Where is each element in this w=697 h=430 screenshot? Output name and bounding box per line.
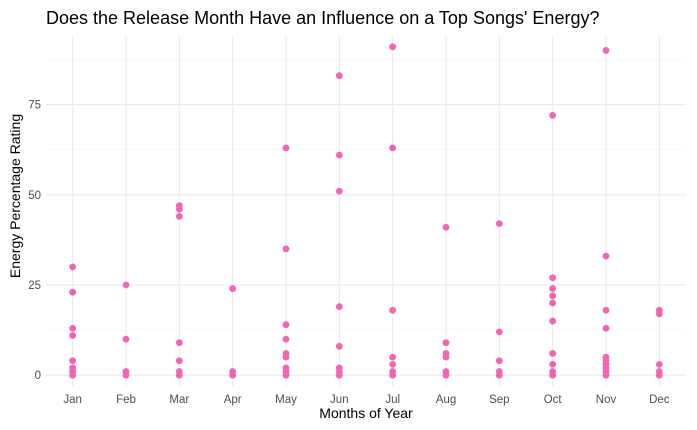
data-point [602, 47, 610, 54]
data-point [282, 245, 290, 253]
data-point [69, 288, 77, 296]
data-point [389, 144, 397, 152]
data-point [602, 324, 610, 332]
data-point [389, 306, 397, 314]
data-point [602, 252, 610, 260]
data-point [282, 321, 290, 329]
data-point [389, 43, 397, 51]
data-point [389, 360, 397, 368]
data-point [495, 357, 503, 365]
data-point [495, 328, 503, 336]
data-point [175, 357, 183, 365]
data-point [389, 353, 397, 361]
data-point [549, 292, 557, 300]
data-point [175, 205, 183, 213]
data-point [549, 371, 557, 379]
x-tick-label: May [275, 394, 297, 406]
grid [46, 36, 686, 386]
data-point [389, 371, 397, 379]
data-point [495, 220, 503, 228]
data-point [442, 353, 450, 361]
data-point [335, 371, 343, 379]
data-point [69, 263, 77, 271]
data-point [335, 187, 343, 195]
data-point [335, 342, 343, 350]
x-axis-tick-labels: Jan Feb Mar Apr May Jun Jul Aug Sep Oct Nov Dec [63, 394, 669, 406]
x-tick-label: Feb [116, 394, 136, 406]
data-point [602, 371, 610, 379]
data-point [69, 371, 77, 379]
data-point [69, 357, 77, 365]
y-axis-title: Energy Percentage Rating [7, 114, 23, 278]
x-tick-label: Mar [169, 394, 189, 406]
x-tick-label: Nov [596, 394, 617, 406]
y-tick-label: 75 [28, 100, 41, 112]
data-point [335, 303, 343, 311]
data-point [335, 151, 343, 159]
data-point [229, 371, 237, 379]
data-point [442, 371, 450, 379]
data-point [122, 281, 130, 289]
chart-title: Does the Release Month Have an Influence… [46, 8, 599, 28]
data-point [282, 144, 290, 152]
data-point [655, 371, 663, 379]
data-point [69, 324, 77, 332]
x-tick-label: Apr [224, 394, 242, 406]
data-point [282, 353, 290, 361]
data-point [282, 371, 290, 379]
x-tick-label: Dec [649, 394, 670, 406]
data-point [549, 360, 557, 368]
data-point [549, 285, 557, 292]
y-axis-tick-labels: 0 25 50 75 [28, 100, 41, 383]
y-tick-label: 0 [35, 370, 41, 382]
x-tick-label: Jan [63, 394, 82, 406]
data-point [602, 306, 610, 314]
data-point [655, 360, 663, 368]
y-tick-label: 25 [28, 280, 41, 292]
data-point [282, 335, 290, 343]
x-tick-label: Oct [544, 394, 563, 406]
data-point [175, 213, 183, 220]
data-point [549, 317, 557, 325]
data-point [549, 299, 557, 307]
data-point [122, 335, 130, 343]
x-axis-title: Months of Year [319, 405, 413, 421]
x-tick-label: Jul [385, 394, 400, 406]
data-point [495, 371, 503, 379]
data-point [442, 339, 450, 347]
y-tick-label: 50 [28, 190, 41, 202]
x-tick-label: Aug [436, 394, 456, 406]
x-tick-label: Jun [330, 394, 349, 406]
data-point [549, 274, 557, 282]
data-point [655, 310, 663, 318]
data-point [549, 350, 557, 357]
data-point [175, 339, 183, 347]
data-point [229, 285, 237, 292]
data-points [69, 43, 663, 379]
data-point [335, 72, 343, 80]
x-tick-label: Sep [489, 394, 509, 406]
data-point [69, 332, 77, 339]
data-point [175, 371, 183, 379]
data-point [549, 111, 557, 119]
data-point [442, 223, 450, 231]
data-point [122, 371, 130, 379]
